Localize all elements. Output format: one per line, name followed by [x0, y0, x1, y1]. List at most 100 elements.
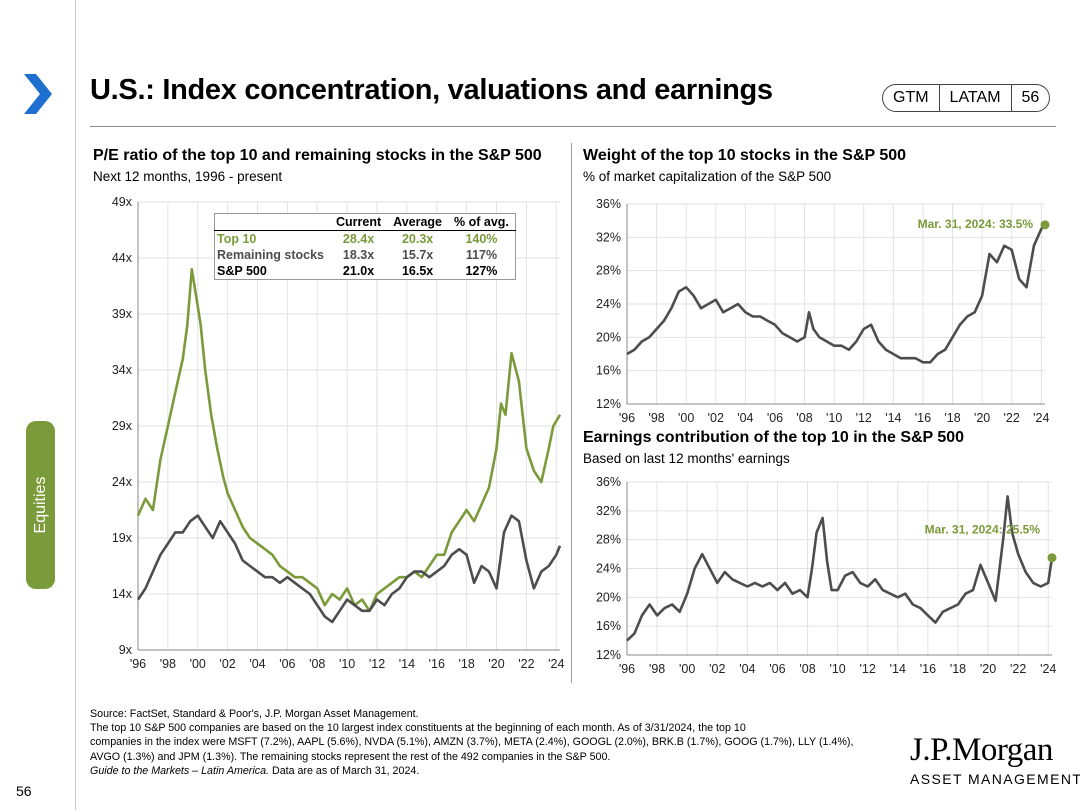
series-line-1 — [136, 267, 562, 613]
latest-value-annotation: Mar. 31, 2024: 33.5% — [918, 217, 1034, 231]
x-tick-label: '22 — [1010, 662, 1026, 676]
badge-gtm: GTM — [893, 89, 929, 106]
y-tick-label: 12% — [596, 397, 621, 411]
x-tick-label: '16 — [915, 411, 931, 425]
left-margin-rule — [75, 0, 76, 810]
y-tick-label: 20% — [596, 330, 621, 344]
y-tick-label: 28% — [596, 533, 621, 547]
x-tick-label: '20 — [980, 662, 996, 676]
footnote-line: companies in the index were MSFT (7.2%),… — [90, 736, 854, 749]
table-cell: 28.4x — [342, 232, 375, 246]
weight-chart: 12% 16% 20% 24% 28% 32% 36% '96 '98 '00 '02 '04 '06 '… — [596, 197, 1050, 425]
table-cell: 18.3x — [342, 248, 375, 262]
y-tick-label: 49x — [112, 195, 133, 209]
table-cell: 21.0x — [342, 264, 375, 278]
x-tick-label: '24 — [548, 657, 564, 671]
latest-point-marker — [1047, 553, 1057, 563]
title-rule — [90, 126, 1056, 127]
x-tick-label: '16 — [429, 657, 445, 671]
x-tick-label: '12 — [369, 657, 385, 671]
y-tick-label: 16% — [596, 619, 621, 633]
x-tick-label: '18 — [950, 662, 966, 676]
footnotes: Source: FactSet, Standard & Poor's, J.P.… — [90, 707, 910, 778]
table-row-label: Remaining stocks — [217, 248, 324, 262]
x-tick-label: '08 — [796, 411, 812, 425]
badge-separator — [1010, 84, 1012, 112]
guide-title: Guide to the Markets – Latin America. — [90, 764, 269, 777]
y-tick-label: 34x — [112, 363, 133, 377]
earnings-chart-subtitle: Based on last 12 months' earnings — [583, 451, 790, 466]
x-tick-label: '10 — [826, 411, 842, 425]
y-tick-label: 16% — [596, 364, 621, 378]
x-tick-label: '02 — [709, 662, 725, 676]
table-header: % of avg. — [448, 213, 516, 231]
x-tick-label: '02 — [219, 657, 235, 671]
x-tick-label: '20 — [974, 411, 990, 425]
y-tick-label: 36% — [596, 197, 621, 211]
pe-summary-table: Current Average % of avg. Top 10 28.4x 2… — [214, 213, 516, 280]
footnote-line: Guide to the Markets – Latin America. Da… — [90, 764, 910, 778]
page-title: U.S.: Index concentration, valuations an… — [90, 74, 773, 106]
table-cell: 117% — [465, 248, 498, 262]
table-cell: 140% — [465, 232, 498, 246]
x-tick-label: '18 — [458, 657, 474, 671]
y-tick-label: 24% — [596, 297, 621, 311]
x-tick-label: '04 — [737, 411, 753, 425]
x-tick-label: '04 — [739, 662, 755, 676]
brand-logo: J.P.Morgan — [910, 732, 1053, 768]
table-header — [214, 213, 330, 231]
x-tick-label: '98 — [649, 662, 665, 676]
table-cell: 16.5x — [401, 264, 434, 278]
pe-chart-title: P/E ratio of the top 10 and remaining st… — [93, 147, 542, 164]
table-row: S&P 500 21.0x 16.5x 127% — [215, 263, 516, 280]
section-tab: Equities — [26, 421, 55, 589]
y-tick-label: 39x — [112, 307, 133, 321]
table-cell: 127% — [465, 264, 498, 278]
table-header-row: Current Average % of avg. — [214, 213, 516, 231]
x-tick-label: '22 — [518, 657, 534, 671]
x-tick-label: '24 — [1040, 662, 1056, 676]
y-tick-label: 20% — [596, 590, 621, 604]
table-cell: 20.3x — [401, 232, 434, 246]
x-tick-label: '12 — [860, 662, 876, 676]
x-tick-label: '14 — [885, 411, 901, 425]
section-tab-label: Equities — [31, 476, 49, 534]
x-tick-label: '06 — [767, 411, 783, 425]
y-tick-label: 12% — [596, 648, 621, 662]
latest-value-annotation: Mar. 31, 2024: 25.5% — [925, 523, 1041, 537]
x-tick-label: '10 — [829, 662, 845, 676]
x-tick-label: '04 — [249, 657, 265, 671]
y-tick-label: 32% — [596, 504, 621, 518]
y-tick-label: 29x — [112, 419, 133, 433]
table-header: Current — [329, 213, 388, 231]
y-tick-label: 24x — [112, 475, 133, 489]
badge-page: 56 — [1021, 89, 1040, 106]
x-tick-label: '96 — [130, 657, 146, 671]
weight-chart-subtitle: % of market capitalization of the S&P 50… — [583, 169, 832, 184]
earnings-chart-title: Earnings contribution of the top 10 in t… — [583, 429, 965, 446]
y-tick-label: 19x — [112, 531, 133, 545]
chevron-right-icon — [24, 74, 52, 114]
x-tick-label: '98 — [648, 411, 664, 425]
table-row: Remaining stocks 18.3x 15.7x 117% — [215, 247, 516, 263]
table-row-label: S&P 500 — [217, 264, 267, 278]
x-tick-label: '24 — [1033, 411, 1049, 425]
x-tick-label: '02 — [708, 411, 724, 425]
table-cell: 15.7x — [401, 248, 434, 262]
y-tick-label: 14x — [112, 587, 133, 601]
table-row-label: Top 10 — [217, 232, 257, 246]
page-badge: GTM LATAM 56 — [882, 84, 1051, 112]
x-tick-label: '06 — [279, 657, 295, 671]
badge-separator — [938, 84, 940, 112]
x-tick-label: '08 — [309, 657, 325, 671]
series-line-1 — [626, 223, 1046, 364]
badge-region: LATAM — [949, 89, 1001, 106]
x-tick-label: '08 — [799, 662, 815, 676]
series-line-2 — [136, 514, 562, 624]
x-tick-label: '12 — [856, 411, 872, 425]
panel-divider — [571, 143, 572, 683]
x-tick-label: '00 — [678, 411, 694, 425]
y-tick-label: 9x — [119, 643, 133, 657]
x-tick-label: '98 — [160, 657, 176, 671]
x-tick-label: '18 — [944, 411, 960, 425]
